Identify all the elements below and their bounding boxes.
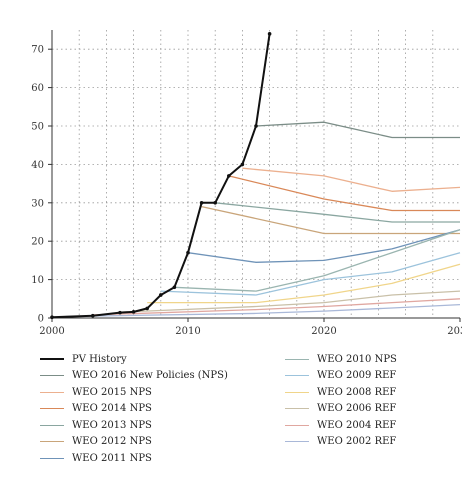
legend-swatch xyxy=(285,358,309,360)
legend-swatch xyxy=(40,408,64,410)
legend-item: WEO 2010 NPS xyxy=(285,351,397,368)
series-line-pv-history xyxy=(51,33,271,319)
y-tick-label: 10 xyxy=(31,275,44,286)
x-tick-label: 2020 xyxy=(311,326,336,337)
legend-column: WEO 2010 NPS WEO 2009 REF WEO 2008 REF WEO … xyxy=(285,351,397,450)
legend-item: WEO 2013 NPS xyxy=(40,417,228,434)
pv-history-point xyxy=(118,310,122,315)
series-line-weo-2002-ref xyxy=(65,303,461,318)
legend-label: WEO 2011 NPS xyxy=(72,452,152,464)
pv-history-point xyxy=(254,124,258,128)
legend-column: PV History WEO 2016 New Policies (NPS) WEO… xyxy=(40,351,228,467)
y-tick-label: 40 xyxy=(31,160,44,171)
series-line-weo-2015-nps xyxy=(242,167,461,192)
legend-label: WEO 2014 NPS xyxy=(72,403,152,415)
legend-item: WEO 2006 REF xyxy=(285,401,397,418)
x-tick-label: 2000 xyxy=(39,326,64,337)
legend-swatch xyxy=(285,424,309,426)
legend-label: WEO 2009 REF xyxy=(317,370,397,382)
legend-item: WEO 2012 NPS xyxy=(40,434,228,451)
series-line-weo-2012-nps xyxy=(201,205,460,235)
pv-history-point xyxy=(172,285,177,290)
legend-label: WEO 2013 NPS xyxy=(72,419,152,431)
pv-history-point xyxy=(213,201,217,205)
pv-history-point xyxy=(240,162,245,167)
series-line-weo-2006-ref xyxy=(119,290,461,313)
legend-arrow-swatch xyxy=(40,358,64,361)
legend-label: WEO 2002 REF xyxy=(317,436,397,448)
pv-history-point xyxy=(131,310,136,314)
pv-history-point xyxy=(267,32,272,36)
legend-swatch xyxy=(40,424,64,426)
legend-label: WEO 2015 NPS xyxy=(72,386,152,398)
y-tick-label: 30 xyxy=(31,198,44,209)
line-chart: 0102030405060702000201020202030 xyxy=(31,30,462,337)
legend-label: WEO 2008 REF xyxy=(317,386,397,398)
legend-item: WEO 2004 REF xyxy=(285,417,397,434)
pv-history-point xyxy=(186,250,190,255)
pv-history-point xyxy=(50,315,54,320)
legend-swatch xyxy=(285,375,309,377)
y-tick-label: 20 xyxy=(31,237,44,248)
legend-item: WEO 2008 REF xyxy=(285,384,397,401)
legend-item: WEO 2002 REF xyxy=(285,434,397,451)
pv-history-point xyxy=(199,201,204,205)
legend-swatch xyxy=(40,375,64,377)
pv-history-point xyxy=(145,306,149,311)
series-line-weo-2014-nps xyxy=(228,175,460,212)
legend-label: WEO 2006 REF xyxy=(317,403,397,415)
pv-history-point xyxy=(159,293,163,297)
legend-label: WEO 2010 NPS xyxy=(317,353,397,365)
legend-swatch xyxy=(40,457,64,459)
legend-swatch xyxy=(40,441,64,443)
legend-label: WEO 2016 New Policies (NPS) xyxy=(72,370,228,382)
pv-history-point xyxy=(227,174,231,178)
pv-history-point xyxy=(91,313,95,318)
y-tick-label: 50 xyxy=(31,122,44,133)
y-tick-label: 60 xyxy=(31,83,44,94)
legend-label: WEO 2012 NPS xyxy=(72,436,152,448)
legend-swatch xyxy=(285,391,309,393)
series-line-weo-2010-nps xyxy=(174,229,461,292)
legend-item: WEO 2009 REF xyxy=(285,368,397,385)
series-line-weo-2016-new-policies-nps xyxy=(255,121,460,139)
legend-item: WEO 2011 NPS xyxy=(40,450,228,467)
legend-swatch xyxy=(285,408,309,410)
legend-item: PV History xyxy=(40,351,228,368)
legend-swatch xyxy=(40,391,64,393)
legend-item: WEO 2015 NPS xyxy=(40,384,228,401)
series-line-weo-2004-ref xyxy=(92,298,461,316)
legend-label: PV History xyxy=(72,353,127,365)
legend-swatch xyxy=(285,441,309,443)
legend-item: WEO 2016 New Policies (NPS) xyxy=(40,368,228,385)
series-line-weo-2013-nps xyxy=(215,202,460,223)
legend-label: WEO 2004 REF xyxy=(317,419,397,431)
series-line-weo-2008-ref xyxy=(147,263,461,304)
y-tick-label: 0 xyxy=(38,314,44,325)
x-tick-label: 2010 xyxy=(175,326,200,337)
series-line-weo-2011-nps xyxy=(187,229,461,263)
y-tick-label: 70 xyxy=(31,45,44,56)
legend-item: WEO 2014 NPS xyxy=(40,401,228,418)
series-line-weo-2009-ref xyxy=(160,252,461,296)
